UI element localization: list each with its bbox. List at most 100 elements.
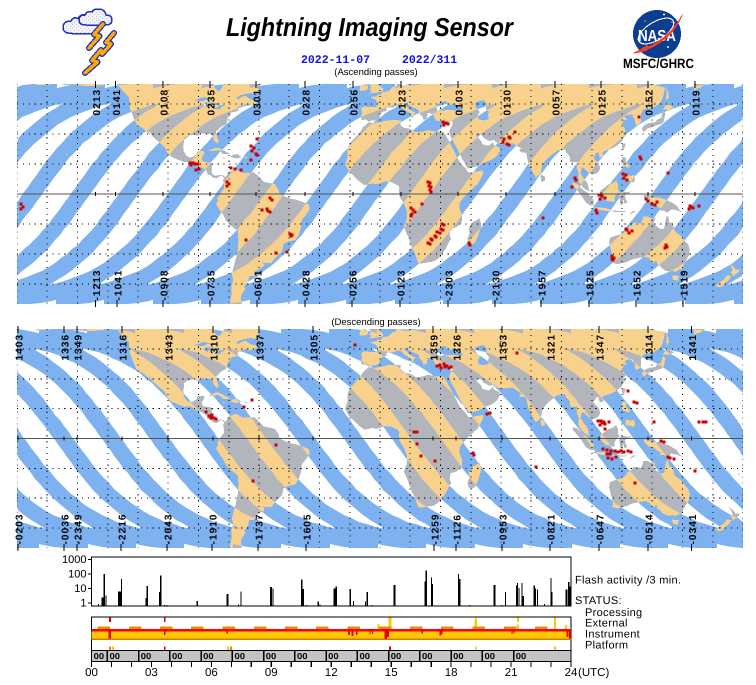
- svg-text:00: 00: [453, 651, 464, 661]
- svg-text:09: 09: [265, 667, 278, 679]
- svg-text:-1126: -1126: [452, 514, 463, 545]
- svg-text:0123: 0123: [397, 89, 408, 116]
- svg-text:1343: 1343: [164, 334, 175, 361]
- svg-text:-1605: -1605: [302, 513, 313, 544]
- svg-text:-1737: -1737: [254, 513, 265, 544]
- svg-text:06: 06: [205, 667, 218, 679]
- svg-text:-0036: -0036: [60, 513, 71, 544]
- svg-text:0301: 0301: [252, 89, 263, 116]
- svg-text:(Ascending passes): (Ascending passes): [334, 67, 417, 78]
- svg-text:-2043: -2043: [163, 513, 174, 544]
- svg-text:STATUS:: STATUS:: [575, 595, 622, 607]
- svg-text:00: 00: [94, 651, 105, 661]
- svg-text:Flash activity /3 min.: Flash activity /3 min.: [575, 575, 681, 587]
- svg-text:00: 00: [360, 651, 371, 661]
- svg-text:1305: 1305: [309, 334, 320, 361]
- svg-text:-1910: -1910: [208, 513, 219, 544]
- svg-text:1321: 1321: [546, 334, 557, 361]
- svg-text:MSFC/GHRC: MSFC/GHRC: [623, 56, 694, 71]
- svg-text:0103: 0103: [454, 89, 465, 116]
- svg-text:1353: 1353: [498, 334, 509, 361]
- svg-text:15: 15: [385, 667, 398, 679]
- svg-text:100: 100: [68, 569, 86, 581]
- svg-text:1: 1: [80, 598, 86, 610]
- svg-text:0235: 0235: [206, 89, 217, 116]
- svg-text:00: 00: [85, 667, 98, 679]
- svg-text:00: 00: [235, 651, 246, 661]
- svg-text:-0908: -0908: [159, 269, 170, 300]
- svg-text:Platform: Platform: [585, 640, 628, 652]
- svg-text:00: 00: [203, 651, 214, 661]
- svg-text:-2349: -2349: [73, 513, 84, 544]
- svg-text:2022-11-07: 2022-11-07: [301, 54, 370, 67]
- svg-text:1341: 1341: [688, 334, 699, 361]
- svg-text:00: 00: [391, 651, 402, 661]
- svg-text:-0601: -0601: [253, 269, 264, 300]
- svg-text:External: External: [585, 618, 628, 630]
- svg-text:0108: 0108: [159, 89, 170, 116]
- svg-text:0141: 0141: [112, 89, 123, 116]
- svg-text:0057: 0057: [551, 89, 562, 116]
- svg-text:1326: 1326: [452, 334, 463, 361]
- svg-text:-2303: -2303: [444, 269, 455, 300]
- svg-text:-1957: -1957: [537, 269, 548, 300]
- svg-text:1000: 1000: [62, 554, 86, 566]
- svg-text:10: 10: [74, 583, 86, 595]
- svg-text:0256: 0256: [349, 89, 360, 116]
- svg-text:(UTC): (UTC): [578, 667, 609, 679]
- svg-text:-0341: -0341: [688, 513, 699, 544]
- svg-text:21: 21: [505, 667, 518, 679]
- svg-text:12: 12: [325, 667, 338, 679]
- svg-text:00: 00: [110, 651, 121, 661]
- svg-text:Instrument: Instrument: [585, 629, 640, 641]
- svg-text:(Descending passes): (Descending passes): [331, 317, 420, 328]
- svg-text:Lightning Imaging Sensor: Lightning Imaging Sensor: [226, 12, 515, 42]
- svg-text:2022/311: 2022/311: [402, 54, 457, 67]
- svg-text:00: 00: [328, 651, 339, 661]
- svg-text:1316: 1316: [118, 334, 129, 361]
- svg-text:-1825: -1825: [585, 269, 596, 300]
- svg-text:-1652: -1652: [632, 269, 643, 300]
- svg-text:NASA: NASA: [638, 28, 676, 45]
- svg-text:1347: 1347: [595, 334, 606, 361]
- svg-text:0125: 0125: [597, 89, 608, 116]
- svg-text:-0123: -0123: [396, 269, 407, 300]
- svg-text:1314: 1314: [644, 334, 655, 361]
- svg-text:-2216: -2216: [117, 513, 128, 544]
- svg-text:18: 18: [445, 667, 458, 679]
- svg-text:-1041: -1041: [113, 269, 124, 300]
- svg-text:0119: 0119: [691, 89, 702, 115]
- svg-text:-0821: -0821: [546, 513, 557, 544]
- svg-text:-0428: -0428: [301, 269, 312, 300]
- svg-text:-1519: -1519: [679, 269, 690, 300]
- svg-text:00: 00: [422, 651, 433, 661]
- svg-text:24: 24: [565, 667, 578, 679]
- svg-text:1403: 1403: [14, 334, 25, 361]
- svg-text:1336: 1336: [60, 334, 71, 361]
- svg-text:00: 00: [485, 651, 496, 661]
- svg-text:00: 00: [266, 651, 277, 661]
- svg-text:0213: 0213: [92, 89, 103, 116]
- svg-text:-0647: -0647: [595, 513, 606, 544]
- svg-text:-0256: -0256: [348, 269, 359, 300]
- svg-text:1310: 1310: [209, 334, 220, 361]
- svg-text:1349: 1349: [73, 334, 84, 361]
- svg-text:1359: 1359: [429, 334, 440, 361]
- svg-text:00: 00: [297, 651, 308, 661]
- svg-text:03: 03: [145, 667, 158, 679]
- svg-text:1337: 1337: [255, 334, 266, 361]
- svg-text:0130: 0130: [502, 89, 513, 116]
- svg-text:00: 00: [516, 651, 527, 661]
- svg-text:00: 00: [172, 651, 183, 661]
- svg-text:00: 00: [141, 651, 152, 661]
- svg-text:-0953: -0953: [498, 513, 509, 544]
- svg-text:-2130: -2130: [491, 269, 502, 300]
- svg-text:0228: 0228: [301, 89, 312, 116]
- svg-text:-0735: -0735: [206, 269, 217, 300]
- svg-text:-1259: -1259: [430, 513, 441, 544]
- svg-text:Processing: Processing: [585, 607, 642, 619]
- svg-text:-1213: -1213: [92, 269, 103, 300]
- svg-text:-0514: -0514: [644, 513, 655, 544]
- svg-text:-0203: -0203: [14, 513, 25, 544]
- svg-text:0152: 0152: [644, 89, 655, 116]
